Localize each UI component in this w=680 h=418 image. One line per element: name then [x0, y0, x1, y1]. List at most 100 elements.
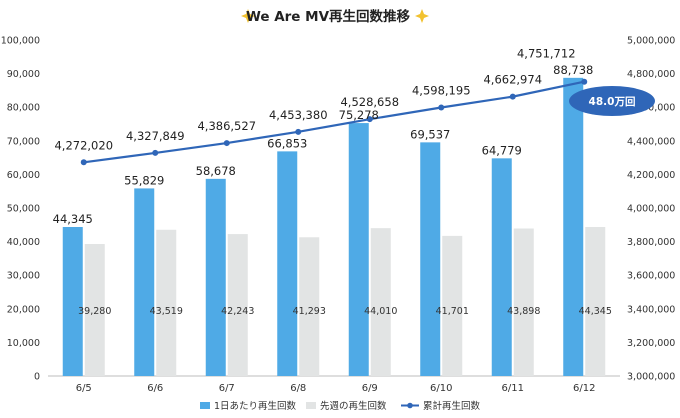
x-category-label: 6/5	[76, 383, 92, 394]
cumulative-point	[80, 159, 87, 166]
x-category-label: 6/10	[430, 383, 452, 394]
daily-bar	[348, 123, 369, 376]
y-left-tick-label: 60,000	[7, 170, 40, 181]
cumulative-value-label: 4,598,195	[412, 84, 471, 98]
lastweek-value-label: 43,898	[507, 306, 540, 317]
y-left-tick-label: 90,000	[7, 69, 40, 80]
y-left-tick-label: 20,000	[7, 304, 40, 315]
daily-value-label: 88,738	[553, 63, 593, 77]
cumulative-value-label: 4,453,380	[269, 108, 328, 122]
y-right-tick-label: 4,000,000	[627, 204, 675, 215]
y-right-tick-label: 4,200,000	[627, 170, 675, 181]
cumulative-point	[438, 104, 445, 111]
lastweek-value-label: 41,293	[293, 306, 326, 317]
data-labels: 44,345 39,280 55,829 43,519 58,678 42,243 66,8…	[53, 47, 612, 317]
daily-bar	[420, 142, 441, 376]
cumulative-value-label: 4,751,712	[517, 47, 576, 61]
daily-value-label: 55,829	[124, 173, 164, 187]
bars	[62, 77, 606, 376]
lastweek-value-label: 44,345	[579, 306, 612, 317]
lastweek-value-label: 42,243	[221, 306, 254, 317]
y-right-tick-label: 3,600,000	[627, 271, 675, 282]
cumulative-value-label: 4,662,974	[483, 73, 542, 87]
legend: 1日あたり再生回数 先週の再生回数 累計再生回数	[200, 400, 481, 412]
y-left-tick-label: 100,000	[1, 36, 40, 47]
x-category-label: 6/9	[362, 383, 378, 394]
callout: 48.0万回	[569, 86, 655, 116]
cumulative-point	[152, 149, 159, 156]
daily-value-label: 58,678	[196, 164, 236, 178]
x-category-label: 6/12	[573, 383, 595, 394]
lastweek-bar	[585, 227, 606, 376]
lastweek-bar	[299, 237, 320, 376]
cumulative-point	[366, 116, 373, 123]
legend-swatch	[200, 402, 210, 409]
lastweek-bar	[227, 234, 248, 376]
x-category-label: 6/6	[147, 383, 163, 394]
callout-ellipse	[569, 86, 655, 116]
y-left-tick-label: 10,000	[7, 338, 40, 349]
lastweek-bar	[442, 235, 463, 376]
legend-label: 累計再生回数	[423, 400, 481, 412]
y-left-tick-label: 0	[34, 372, 40, 383]
x-category-label: 6/11	[502, 383, 524, 394]
cumulative-value-label: 4,528,658	[340, 95, 399, 109]
daily-bar	[277, 151, 298, 376]
legend-swatch	[306, 402, 316, 409]
legend-label: 1日あたり再生回数	[214, 400, 297, 412]
cumulative-line	[80, 78, 588, 166]
daily-bar	[563, 77, 584, 376]
y-right-tick-label: 3,800,000	[627, 237, 675, 248]
lastweek-bar	[84, 244, 105, 376]
x-category-label: 6/8	[290, 383, 306, 394]
chart-title: We Are MV再生回数推移	[246, 8, 411, 25]
sparkle-right-icon	[415, 9, 429, 23]
legend-label: 先週の再生回数	[320, 400, 387, 412]
y-axis-left: 0 10,000 20,000 30,000 40,000 50,000 60,000 70,…	[1, 36, 40, 383]
y-right-tick-label: 4,400,000	[627, 136, 675, 147]
cumulative-line-path	[83, 80, 585, 164]
daily-value-label: 66,853	[267, 136, 307, 150]
y-right-tick-label: 4,600,000	[627, 103, 675, 114]
lastweek-value-label: 44,010	[364, 306, 397, 317]
daily-value-label: 75,278	[339, 108, 379, 122]
daily-value-label: 64,779	[482, 143, 522, 157]
lastweek-value-label: 41,701	[436, 306, 469, 317]
cumulative-point	[509, 93, 516, 100]
y-right-tick-label: 3,200,000	[627, 338, 675, 349]
lastweek-bar	[370, 228, 391, 376]
daily-bar	[134, 188, 155, 376]
daily-bar	[62, 227, 83, 376]
cumulative-point	[295, 128, 302, 135]
daily-value-label: 69,537	[410, 127, 450, 141]
lastweek-value-label: 39,280	[78, 306, 111, 317]
lastweek-value-label: 43,519	[150, 306, 183, 317]
cumulative-value-label: 4,327,849	[126, 129, 185, 143]
cumulative-value-label: 4,272,020	[54, 138, 113, 152]
y-right-tick-label: 5,000,000	[627, 36, 675, 47]
lastweek-bar	[513, 228, 534, 376]
x-category-label: 6/7	[219, 383, 235, 394]
x-axis-categories: 6/5 6/6 6/7 6/8 6/9 6/10 6/11 6/12	[76, 383, 596, 394]
y-right-tick-label: 3,000,000	[627, 372, 675, 383]
y-left-tick-label: 50,000	[7, 204, 40, 215]
y-right-tick-label: 3,400,000	[627, 304, 675, 315]
daily-bar	[491, 158, 512, 376]
y-right-tick-label: 4,800,000	[627, 69, 675, 80]
cumulative-point	[581, 78, 588, 85]
sparkle-left-icon	[241, 9, 255, 23]
legend-swatch-marker	[407, 402, 413, 409]
callout-label: 48.0万回	[589, 96, 636, 108]
cumulative-point	[223, 140, 230, 147]
daily-bar	[205, 178, 226, 376]
y-left-tick-label: 80,000	[7, 103, 40, 114]
y-axis-right: 3,000,000 3,200,000 3,400,000 3,600,000 3,80…	[627, 36, 675, 383]
lastweek-bar	[156, 229, 177, 376]
chart-title-group: We Are MV再生回数推移	[241, 8, 429, 25]
daily-value-label: 44,345	[53, 212, 93, 226]
cumulative-value-label: 4,386,527	[197, 119, 256, 133]
y-left-tick-label: 30,000	[7, 271, 40, 282]
y-left-tick-label: 40,000	[7, 237, 40, 248]
y-left-tick-label: 70,000	[7, 136, 40, 147]
